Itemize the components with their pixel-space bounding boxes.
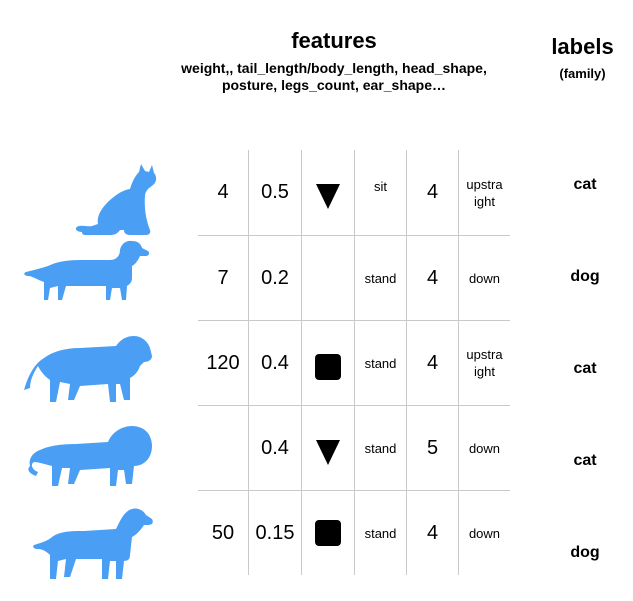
weight-cell (198, 406, 248, 490)
dachshund-icon (24, 240, 150, 300)
posture-cell: stand (364, 440, 397, 456)
label-cell: dog (570, 268, 600, 285)
large-dog-icon (33, 508, 153, 579)
weight-cell: 120 (206, 351, 240, 374)
ear-shape-cell: down (468, 440, 501, 456)
tail-ratio-cell: 0.15 (255, 521, 295, 544)
posture-cell: stand (364, 355, 397, 371)
ear-shape-line1: upstra (466, 347, 503, 362)
labels-subtitle: (family) (559, 66, 606, 81)
label-cell: cat (573, 176, 597, 193)
grid-vline-1 (248, 150, 249, 575)
square-head-icon (315, 354, 341, 380)
grid-hline-1 (198, 235, 510, 236)
grid-hline-2 (198, 320, 510, 321)
tail-ratio-cell: 0.4 (261, 351, 289, 374)
weight-cell: 4 (217, 181, 229, 203)
legs-cell: 5 (426, 436, 439, 459)
ear-shape-line2: ight (474, 364, 495, 379)
ear-shape-cell: upstra ight (459, 150, 510, 235)
sitting-cat-icon (75, 164, 157, 235)
features-subtitle: weight,, tail_length/body_length, head_s… (150, 60, 518, 94)
lion-icon (28, 426, 152, 486)
grid-vline-5 (458, 150, 459, 575)
label-cell: cat (573, 452, 597, 469)
grid-hline-3 (198, 405, 510, 406)
posture-cell: stand (364, 525, 397, 541)
posture-cell: sit (374, 178, 387, 194)
head-shape-cell (302, 236, 354, 320)
labels-title: labels (551, 34, 614, 59)
grid-vline-3 (354, 150, 355, 575)
grid-vline-2 (301, 150, 302, 575)
ear-shape-cell: down (468, 270, 501, 286)
head-shape-cell (302, 321, 354, 405)
label-cell: cat (573, 360, 597, 377)
legs-cell: 4 (426, 181, 439, 203)
features-subtitle-line1: weight,, tail_length/body_length, head_s… (181, 60, 487, 76)
legs-cell: 4 (426, 521, 439, 544)
ear-shape-cell: upstra ight (459, 321, 510, 405)
tail-ratio-cell: 0.2 (261, 266, 289, 289)
label-cell: dog (570, 544, 600, 561)
tail-ratio-cell: 0.5 (261, 181, 289, 203)
grid-hline-4 (198, 490, 510, 491)
posture-cell: stand (364, 270, 397, 286)
head-shape-cell (302, 491, 354, 575)
ear-shape-line2: ight (474, 193, 495, 209)
tail-ratio-cell: 0.4 (261, 436, 289, 459)
legs-cell: 4 (426, 266, 439, 289)
features-title: features (291, 28, 377, 53)
grid-vline-4 (406, 150, 407, 575)
triangle-head-icon (316, 439, 340, 465)
weight-cell: 7 (217, 266, 229, 289)
square-head-icon (315, 520, 341, 546)
features-subtitle-line2: posture, legs_count, ear_shape… (221, 77, 447, 93)
head-shape-cell (302, 406, 354, 490)
tiger-icon (24, 336, 152, 402)
weight-cell: 50 (211, 521, 235, 544)
ear-shape-cell: down (468, 525, 501, 541)
legs-cell: 4 (426, 351, 439, 374)
ear-shape-line1: upstra (466, 176, 503, 192)
head-shape-cell (302, 150, 354, 235)
triangle-head-icon (316, 184, 340, 209)
